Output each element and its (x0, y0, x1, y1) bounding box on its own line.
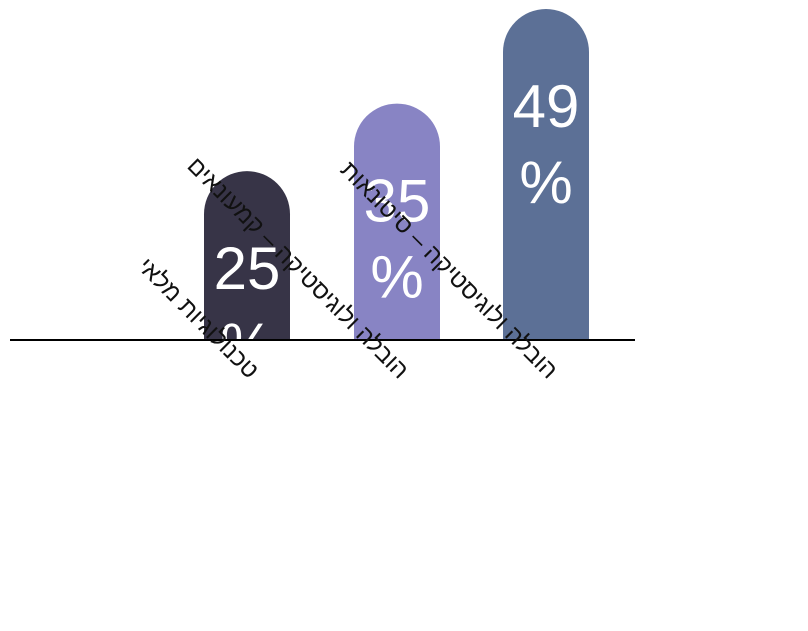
bar-value-label-3: 49% (513, 73, 580, 216)
bar-value-label-1: 25% (214, 235, 281, 378)
bar-2 (354, 103, 440, 340)
bar-value-label-2: 35% (364, 168, 431, 311)
bar-3 (503, 9, 589, 340)
bars: 25 % 35 % 49% (204, 9, 589, 378)
bar-1 (204, 171, 290, 340)
